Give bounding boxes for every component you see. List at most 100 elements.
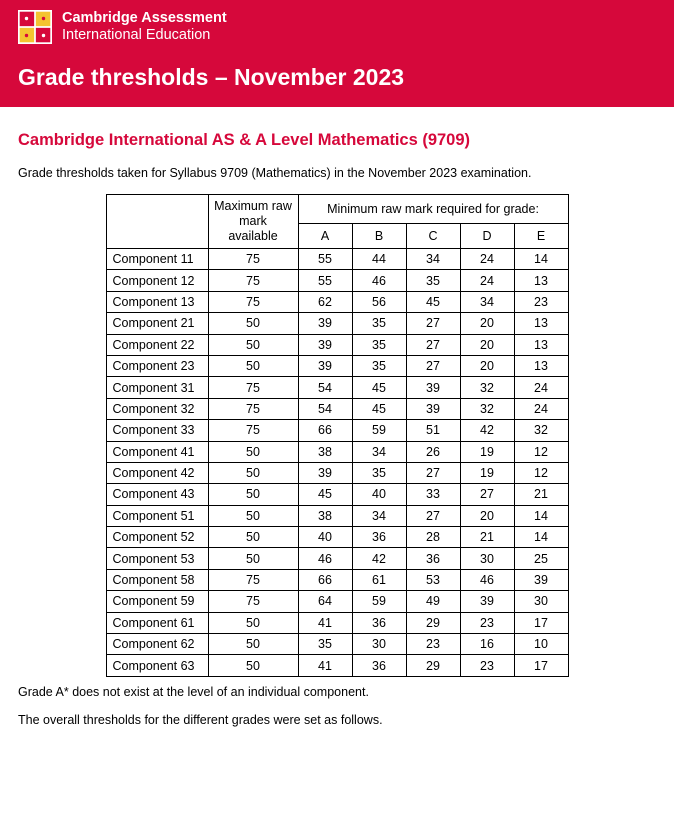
cell-grade: 24 (460, 249, 514, 270)
cell-grade: 62 (298, 291, 352, 312)
subject-heading: Cambridge International AS & A Level Mat… (18, 131, 656, 150)
table-row: Component 52504036282114 (106, 527, 568, 548)
cell-component-name: Component 62 (106, 634, 208, 655)
cell-max-mark: 75 (208, 569, 298, 590)
cell-grade: 36 (406, 548, 460, 569)
document-title: Grade thresholds – November 2023 (18, 64, 656, 91)
cell-grade: 14 (514, 249, 568, 270)
cell-grade: 19 (460, 462, 514, 483)
cell-grade: 24 (514, 377, 568, 398)
cell-max-mark: 50 (208, 441, 298, 462)
cell-grade: 54 (298, 377, 352, 398)
cell-component-name: Component 42 (106, 462, 208, 483)
cell-grade: 45 (406, 291, 460, 312)
cell-component-name: Component 32 (106, 398, 208, 419)
cell-grade: 10 (514, 634, 568, 655)
cell-grade: 40 (298, 527, 352, 548)
cell-component-name: Component 33 (106, 420, 208, 441)
cell-grade: 27 (406, 334, 460, 355)
table-row: Component 32755445393224 (106, 398, 568, 419)
cell-component-name: Component 21 (106, 313, 208, 334)
table-row: Component 42503935271912 (106, 462, 568, 483)
cell-grade: 30 (514, 591, 568, 612)
cell-grade: 35 (352, 313, 406, 334)
cell-grade: 12 (514, 462, 568, 483)
table-row: Component 11755544342414 (106, 249, 568, 270)
table-wrap: Maximum raw mark available Minimum raw m… (18, 194, 656, 669)
header-grade-A: A (298, 224, 352, 249)
cell-grade: 56 (352, 291, 406, 312)
cell-max-mark: 75 (208, 591, 298, 612)
cell-component-name: Component 12 (106, 270, 208, 291)
cell-max-mark: 50 (208, 355, 298, 376)
cell-grade: 25 (514, 548, 568, 569)
header-grade-D: D (460, 224, 514, 249)
cell-max-mark: 50 (208, 484, 298, 505)
intro-text: Grade thresholds taken for Syllabus 9709… (18, 166, 656, 180)
cell-grade: 21 (460, 527, 514, 548)
table-row: Component 22503935272013 (106, 334, 568, 355)
cell-grade: 53 (406, 569, 460, 590)
cell-grade: 20 (460, 334, 514, 355)
cell-grade: 46 (298, 548, 352, 569)
cell-grade: 66 (298, 420, 352, 441)
table-row: Component 31755445393224 (106, 377, 568, 398)
cell-grade: 27 (406, 462, 460, 483)
table-row: Component 13756256453423 (106, 291, 568, 312)
cell-component-name: Component 43 (106, 484, 208, 505)
cell-grade: 45 (352, 398, 406, 419)
cell-max-mark: 50 (208, 505, 298, 526)
cell-grade: 14 (514, 505, 568, 526)
cell-grade: 13 (514, 355, 568, 376)
cell-grade: 61 (352, 569, 406, 590)
cell-max-mark: 75 (208, 420, 298, 441)
cell-grade: 27 (406, 505, 460, 526)
cell-grade: 35 (352, 462, 406, 483)
cell-grade: 41 (298, 655, 352, 677)
cell-grade: 32 (460, 398, 514, 419)
header-min-mark-merged: Minimum raw mark required for grade: (298, 195, 568, 224)
cell-grade: 13 (514, 334, 568, 355)
cell-grade: 64 (298, 591, 352, 612)
cell-component-name: Component 51 (106, 505, 208, 526)
cell-grade: 21 (514, 484, 568, 505)
cell-max-mark: 75 (208, 249, 298, 270)
cell-max-mark: 50 (208, 313, 298, 334)
cell-grade: 38 (298, 505, 352, 526)
table-row: Component 33756659514232 (106, 420, 568, 441)
cell-grade: 28 (406, 527, 460, 548)
cell-grade: 36 (352, 612, 406, 633)
max-header-l1: Maximum raw (214, 199, 292, 213)
cell-component-name: Component 13 (106, 291, 208, 312)
cell-component-name: Component 58 (106, 569, 208, 590)
table-row: Component 41503834261912 (106, 441, 568, 462)
cell-component-name: Component 11 (106, 249, 208, 270)
cell-grade: 49 (406, 591, 460, 612)
cell-grade: 27 (406, 313, 460, 334)
brand: Cambridge Assessment International Educa… (18, 10, 656, 44)
cell-grade: 59 (352, 591, 406, 612)
cell-grade: 39 (406, 377, 460, 398)
cell-grade: 46 (352, 270, 406, 291)
cell-grade: 19 (460, 441, 514, 462)
cell-grade: 36 (352, 655, 406, 677)
cell-component-name: Component 22 (106, 334, 208, 355)
cell-grade: 20 (460, 313, 514, 334)
cell-grade: 45 (352, 377, 406, 398)
cell-grade: 36 (352, 527, 406, 548)
thresholds-table: Maximum raw mark available Minimum raw m… (106, 194, 569, 677)
cell-max-mark: 75 (208, 377, 298, 398)
cell-component-name: Component 31 (106, 377, 208, 398)
cell-grade: 34 (352, 441, 406, 462)
cell-grade: 20 (460, 505, 514, 526)
cell-component-name: Component 63 (106, 655, 208, 677)
cell-component-name: Component 41 (106, 441, 208, 462)
cell-grade: 33 (406, 484, 460, 505)
header-grade-C: C (406, 224, 460, 249)
max-header-l2: mark (239, 214, 267, 228)
brand-text: Cambridge Assessment International Educa… (62, 10, 227, 43)
cell-grade: 39 (298, 313, 352, 334)
cell-component-name: Component 61 (106, 612, 208, 633)
cell-grade: 17 (514, 612, 568, 633)
cell-max-mark: 50 (208, 462, 298, 483)
